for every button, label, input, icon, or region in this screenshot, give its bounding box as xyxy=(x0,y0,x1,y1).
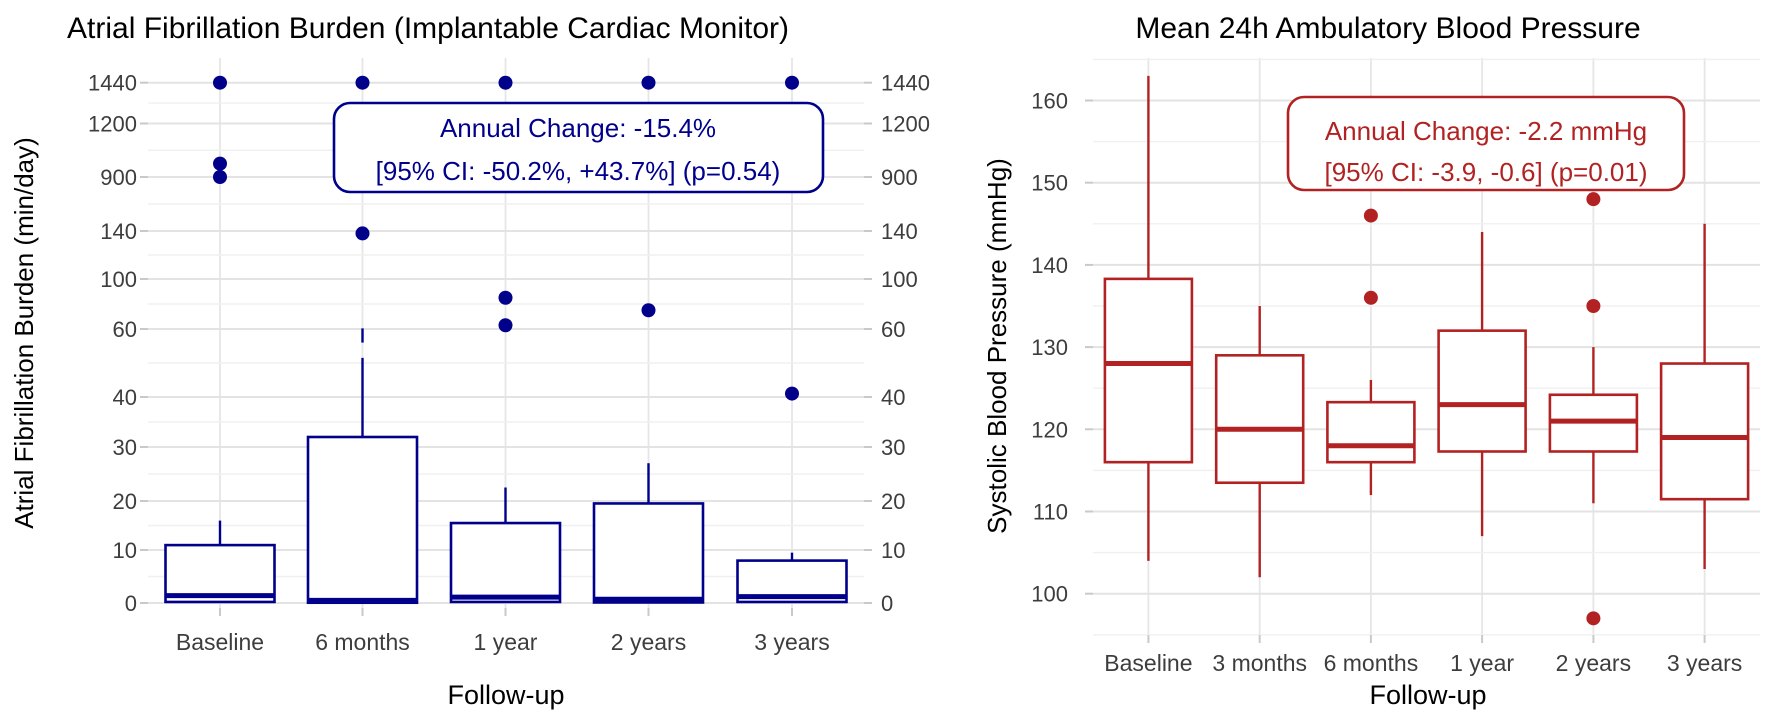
outlier-dot xyxy=(213,170,227,184)
chart-title: Mean 24h Ambulatory Blood Pressure xyxy=(1135,12,1640,45)
y-tick-label: 100 xyxy=(100,267,137,292)
boxplot-4 xyxy=(1437,232,1527,537)
outlier-dot xyxy=(641,75,656,90)
box-iqr xyxy=(306,435,419,605)
boxplot-5 xyxy=(1548,192,1639,626)
box-iqr xyxy=(1103,277,1194,464)
boxplot-4 xyxy=(592,75,705,604)
boxplot-1 xyxy=(164,75,276,604)
boxplot-3 xyxy=(449,75,562,604)
y-tick-label: 100 xyxy=(1031,582,1068,607)
y-tick-label: 1200 xyxy=(88,112,137,137)
outlier-dot xyxy=(498,318,513,333)
x-axis-title: Follow-up xyxy=(1369,680,1486,710)
y-tick-label-right: 40 xyxy=(881,385,905,410)
box-iqr xyxy=(1214,354,1305,485)
x-tick-label: 1 year xyxy=(1450,650,1514,676)
af-burden-chart: 0 0 10 10 20 20 30 30 40 40 60 60 100 100 140 140 900 900… xyxy=(9,12,930,710)
boxplot-2 xyxy=(1214,306,1305,578)
outlier-dot xyxy=(213,75,227,90)
outlier-dot xyxy=(1363,290,1378,305)
boxplot-6 xyxy=(1659,223,1750,570)
outlier-dot xyxy=(1586,611,1601,626)
outlier-dot xyxy=(641,303,656,318)
x-tick-label: 1 year xyxy=(474,629,538,655)
y-axis-title: Atrial Fibrillation Burden (min/day) xyxy=(9,137,39,529)
x-tick-label: 6 months xyxy=(1324,650,1419,676)
y-tick-label: 20 xyxy=(113,489,137,514)
annotation-box xyxy=(332,101,825,194)
y-tick-label-right: 20 xyxy=(881,489,905,514)
outlier-dot xyxy=(213,156,227,171)
y-tick-label-right: 60 xyxy=(881,317,905,342)
y-axis-title: Systolic Blood Pressure (mmHg) xyxy=(982,158,1012,534)
chart-title: Atrial Fibrillation Burden (Implantable … xyxy=(67,12,789,45)
x-tick-label: 6 months xyxy=(315,629,410,655)
y-tick-label-right: 140 xyxy=(881,219,918,244)
x-tick-label: Baseline xyxy=(1104,650,1192,676)
outlier-dot xyxy=(785,75,799,90)
y-tick-label: 140 xyxy=(100,219,137,244)
x-tick-label: 3 months xyxy=(1212,650,1307,676)
x-tick-label: 2 years xyxy=(611,629,686,655)
y-tick-label: 40 xyxy=(113,385,137,410)
x-tick-label: Baseline xyxy=(176,629,264,655)
boxplot-3 xyxy=(1326,208,1416,496)
outlier-dot xyxy=(498,75,513,90)
outlier-dot xyxy=(1363,208,1378,223)
annotation-box xyxy=(1286,95,1686,192)
outlier-dot xyxy=(355,75,370,90)
y-tick-label: 140 xyxy=(1031,253,1068,278)
box-iqr xyxy=(164,543,276,604)
box-iqr xyxy=(449,521,562,604)
box-iqr xyxy=(592,502,705,604)
y-tick-label: 130 xyxy=(1031,335,1068,360)
outlier-dot xyxy=(498,290,513,305)
x-tick-label: 3 years xyxy=(754,629,829,655)
y-tick-label: 1440 xyxy=(88,71,137,96)
y-tick-label: 900 xyxy=(100,165,137,190)
y-tick-label-right: 10 xyxy=(881,538,905,563)
annotation-line2: [95% CI: -50.2%, +43.7%] (p=0.54) xyxy=(376,156,781,186)
y-tick-label: 60 xyxy=(113,317,137,342)
y-tick-label: 160 xyxy=(1031,89,1068,114)
x-axis-title: Follow-up xyxy=(447,680,564,710)
box-iqr xyxy=(1437,329,1527,453)
y-tick-label-right: 900 xyxy=(881,165,918,190)
y-tick-label: 120 xyxy=(1031,417,1068,442)
annotation-line1: Annual Change: -15.4% xyxy=(440,113,716,143)
x-tick-label: 2 years xyxy=(1556,650,1631,676)
boxplot-5 xyxy=(736,75,848,604)
y-tick-label-right: 30 xyxy=(881,435,905,460)
x-tick-label: 3 years xyxy=(1667,650,1742,676)
annotation-line2: [95% CI: -3.9, -0.6] (p=0.01) xyxy=(1325,157,1648,187)
y-tick-label-right: 100 xyxy=(881,267,918,292)
box-iqr xyxy=(1326,400,1416,464)
boxplot-1 xyxy=(1103,75,1194,561)
y-tick-label-right: 1440 xyxy=(881,71,930,96)
y-tick-label-right: 1200 xyxy=(881,112,930,137)
outlier-dot xyxy=(1586,299,1601,313)
annotation-line1: Annual Change: -2.2 mmHg xyxy=(1325,116,1647,146)
outlier-dot xyxy=(785,386,799,401)
boxplot-2 xyxy=(306,75,419,605)
outlier-dot xyxy=(1586,192,1601,207)
y-tick-label-right: 0 xyxy=(881,591,893,616)
ambulatory-bp-chart: 100 110 120 130 140 150 160 Baseline 3 months 6 m… xyxy=(982,12,1760,710)
y-tick-label: 30 xyxy=(113,435,137,460)
y-tick-label: 10 xyxy=(113,538,137,563)
y-tick-label: 110 xyxy=(1033,500,1068,525)
box-iqr xyxy=(1659,362,1750,501)
y-tick-label: 150 xyxy=(1031,171,1068,196)
outlier-dot xyxy=(355,226,370,241)
y-tick-label: 0 xyxy=(125,591,137,616)
